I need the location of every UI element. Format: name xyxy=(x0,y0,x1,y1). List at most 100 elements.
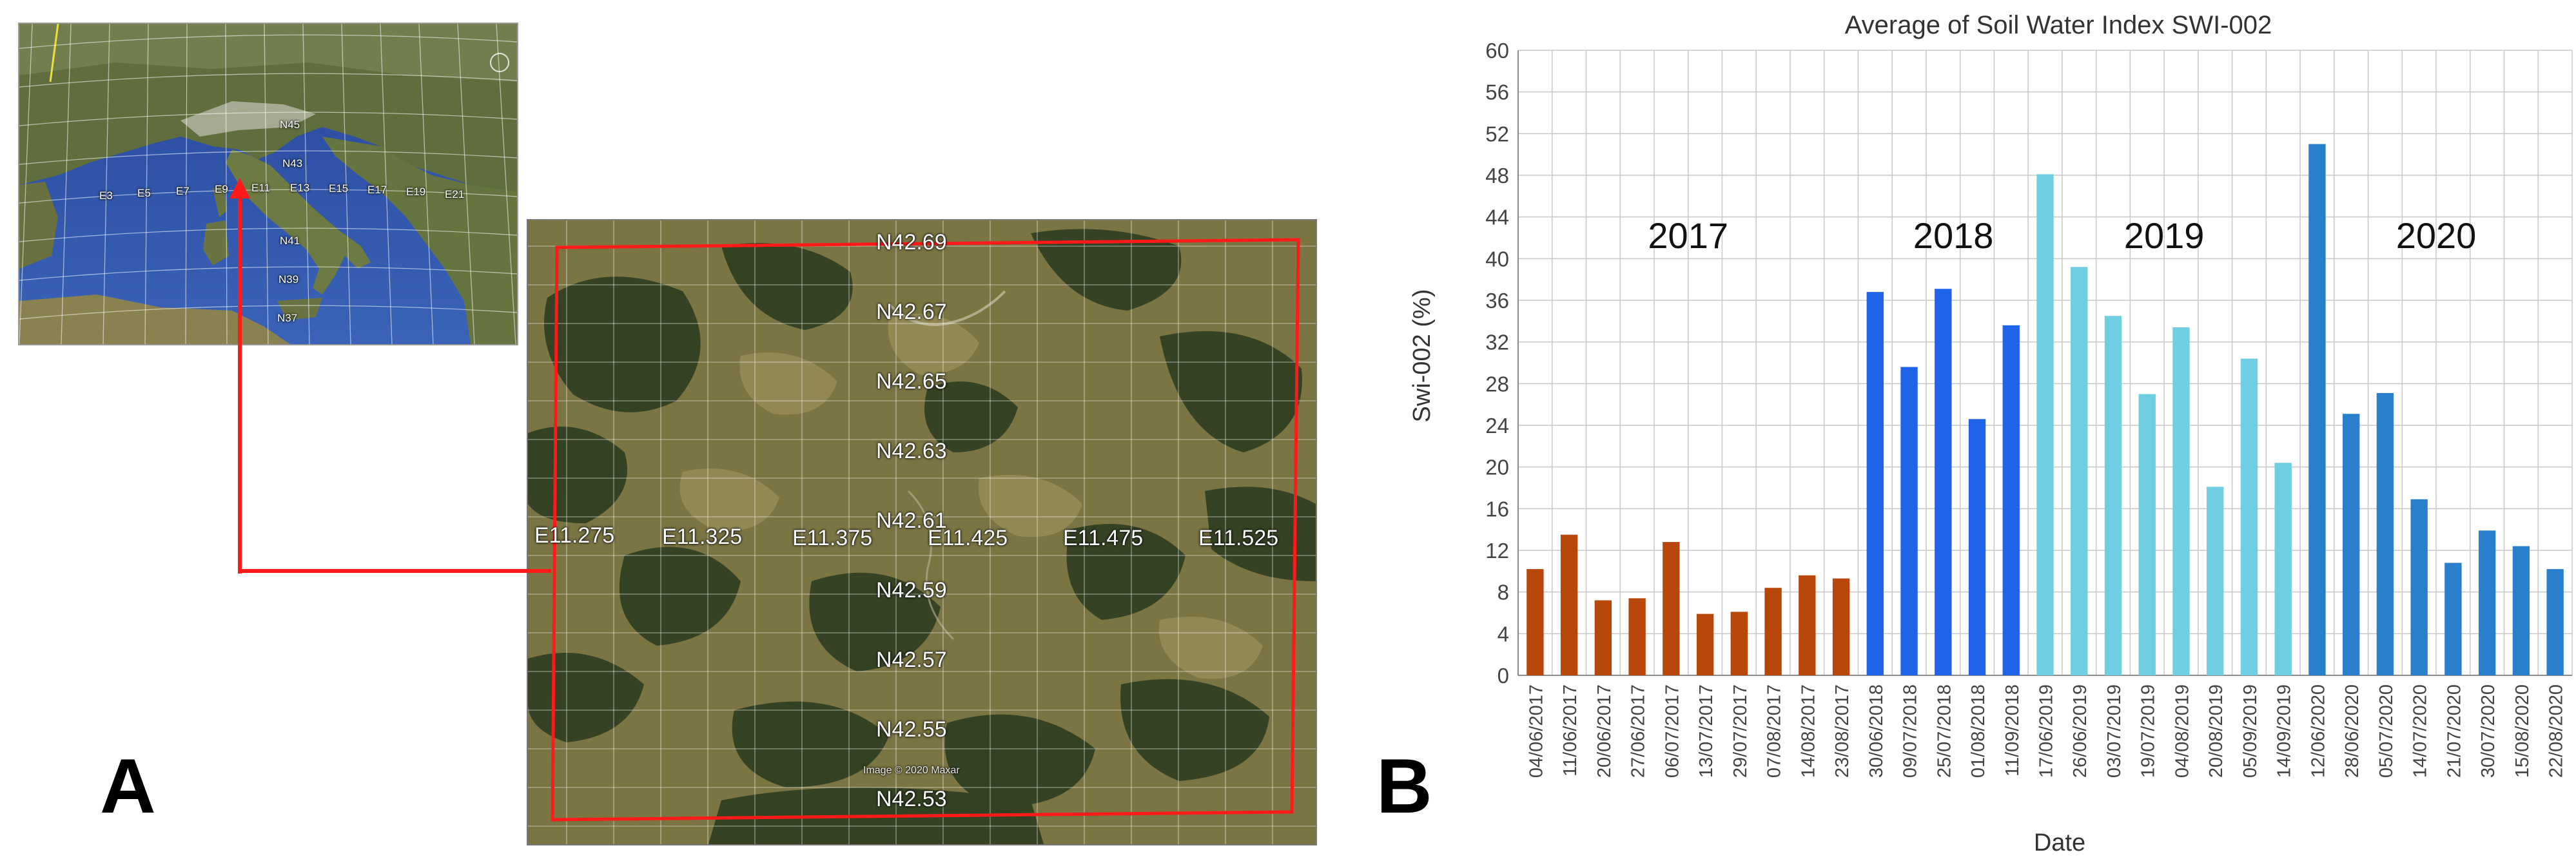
x-axis-label: Date xyxy=(2034,829,2085,856)
x-tick-label: 22/08/2020 xyxy=(2546,684,2567,778)
x-tick-label: 05/09/2019 xyxy=(2240,684,2261,778)
sat-lon-label: E11.375 xyxy=(792,526,873,550)
overview-map-graphic xyxy=(19,24,517,344)
y-axis-label: Swi-002 (%) xyxy=(1409,289,1436,423)
bar xyxy=(1968,419,1986,675)
y-tick-label: 12 xyxy=(1485,539,1509,563)
overview-lon-label: E15 xyxy=(329,182,349,195)
y-tick-label: 36 xyxy=(1485,289,1509,313)
satellite-map-graphic xyxy=(528,220,1316,844)
bar xyxy=(2002,325,2020,675)
bar xyxy=(2376,392,2394,675)
x-tick-label: 09/07/2018 xyxy=(1900,684,1921,778)
year-group-label: 2020 xyxy=(2396,215,2477,256)
overview-lon-label: E21 xyxy=(445,188,465,200)
bar xyxy=(1628,598,1646,675)
overview-map: E3 E5 E7 E9 E11 E13 E15 E17 E19 E21 N43 … xyxy=(18,23,518,345)
bar xyxy=(2036,174,2054,676)
bar xyxy=(1527,569,1544,675)
bar xyxy=(1594,600,1612,675)
bar xyxy=(1900,367,1918,675)
sat-lat-label: N42.55 xyxy=(876,717,947,742)
aoi-outline xyxy=(551,238,1300,822)
bar xyxy=(2274,463,2292,675)
arrow-head-up xyxy=(229,178,250,198)
bar xyxy=(2071,267,2088,675)
bar xyxy=(1832,578,1850,675)
x-tick-label: 25/07/2018 xyxy=(1934,684,1955,778)
overview-lat-label: N39 xyxy=(278,273,299,285)
y-tick-label: 24 xyxy=(1485,414,1509,438)
panel-label-b: B xyxy=(1376,743,1432,829)
x-tick-label: 01/08/2018 xyxy=(1968,684,1989,778)
overview-lon-label: E13 xyxy=(290,182,310,194)
sat-lat-label: N42.59 xyxy=(876,578,947,603)
x-tick-label: 14/09/2019 xyxy=(2274,684,2295,778)
y-tick-label: 52 xyxy=(1485,122,1509,146)
overview-lon-label: E11 xyxy=(251,182,270,194)
x-tick-label: 27/06/2017 xyxy=(1628,684,1649,778)
sat-lon-label: E11.275 xyxy=(534,523,615,548)
year-group-label: 2019 xyxy=(2124,215,2205,256)
bar xyxy=(2410,499,2428,675)
bar xyxy=(2478,530,2496,675)
imagery-copyright: Image © 2020 Maxar xyxy=(863,765,960,776)
sat-lat-label: N42.61 xyxy=(876,508,947,533)
x-tick-label: 12/06/2020 xyxy=(2308,684,2328,778)
bar xyxy=(2207,487,2224,675)
sat-lon-label: E11.425 xyxy=(928,526,1008,550)
x-tick-label: 04/06/2017 xyxy=(1526,684,1547,778)
x-tick-label: 04/08/2019 xyxy=(2172,684,2192,778)
x-tick-label: 14/07/2020 xyxy=(2410,684,2431,778)
sat-lat-label: N42.63 xyxy=(876,439,947,463)
y-tick-label: 28 xyxy=(1485,372,1509,396)
bar xyxy=(2512,546,2530,675)
panel-label-a: A xyxy=(100,743,156,829)
x-tick-label: 03/07/2019 xyxy=(2104,684,2125,778)
x-tick-label: 11/09/2018 xyxy=(2002,684,2023,777)
chart-title: Average of Soil Water Index SWI-002 xyxy=(1845,11,2272,39)
overview-lat-label: N41 xyxy=(280,235,300,247)
x-tick-label: 23/08/2017 xyxy=(1832,684,1853,778)
x-tick-label: 14/08/2017 xyxy=(1798,684,1819,778)
overview-lon-label: E5 xyxy=(137,187,151,199)
overview-lon-label: E19 xyxy=(406,186,426,198)
sat-lat-label: N42.69 xyxy=(876,230,947,255)
overview-lon-label: E7 xyxy=(176,185,190,197)
y-tick-label: 8 xyxy=(1498,581,1509,604)
overview-lon-label: E9 xyxy=(215,183,228,195)
x-tick-label: 15/08/2020 xyxy=(2512,684,2533,778)
bar xyxy=(2240,358,2258,675)
y-tick-label: 48 xyxy=(1485,164,1509,188)
overview-lat-label: N43 xyxy=(282,157,303,169)
year-group-label: 2017 xyxy=(1648,215,1728,256)
overview-lat-label: N45 xyxy=(280,119,300,131)
x-tick-label: 13/07/2017 xyxy=(1696,684,1717,778)
bar xyxy=(2342,414,2360,675)
bar xyxy=(1764,588,1782,675)
x-tick-label: 26/06/2019 xyxy=(2070,684,2091,778)
x-tick-label: 30/06/2018 xyxy=(1866,684,1887,778)
swi-bar-chart: Average of Soil Water Index SWI-002 0481… xyxy=(1409,11,2573,856)
bar xyxy=(1866,292,1884,676)
bar xyxy=(2138,394,2156,675)
x-tick-label: 29/07/2017 xyxy=(1730,684,1751,778)
bar xyxy=(2546,569,2564,675)
sat-lat-label: N42.53 xyxy=(876,787,947,811)
y-tick-label: 32 xyxy=(1485,331,1509,354)
x-tick-label: 30/07/2020 xyxy=(2478,684,2499,778)
x-tick-label: 19/07/2019 xyxy=(2138,684,2159,778)
sat-lat-label: N42.65 xyxy=(876,369,947,394)
bar xyxy=(2104,316,2122,675)
overview-lon-label: E17 xyxy=(367,184,387,196)
year-group-labels: 2017 2018 2019 2020 xyxy=(1648,215,2476,256)
x-tick-label: 20/08/2019 xyxy=(2206,684,2227,778)
bar xyxy=(1799,575,1816,675)
x-tick-label: 20/06/2017 xyxy=(1594,684,1615,778)
x-tick-label: 07/08/2017 xyxy=(1764,684,1785,778)
x-tick-label: 17/06/2019 xyxy=(2036,684,2057,778)
y-tick-label: 40 xyxy=(1485,247,1509,271)
satellite-map: N42.69 N42.67 N42.65 N42.63 N42.61 N42.5… xyxy=(527,219,1317,845)
y-tick-label: 60 xyxy=(1485,39,1509,63)
